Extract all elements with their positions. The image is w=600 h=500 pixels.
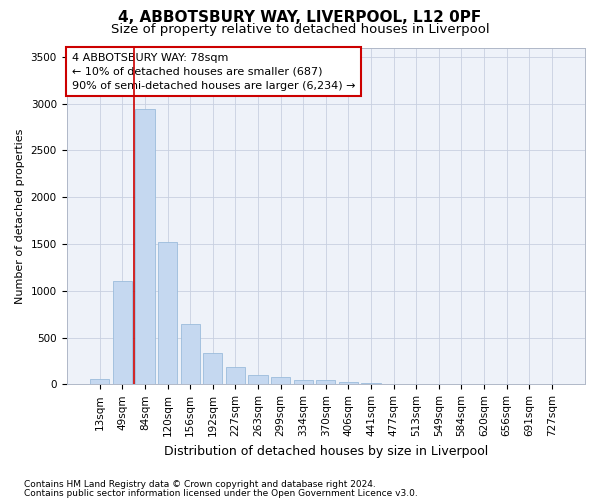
Bar bbox=[271, 378, 290, 384]
X-axis label: Distribution of detached houses by size in Liverpool: Distribution of detached houses by size … bbox=[164, 444, 488, 458]
Bar bbox=[181, 324, 200, 384]
Text: 4 ABBOTSBURY WAY: 78sqm
← 10% of detached houses are smaller (687)
90% of semi-d: 4 ABBOTSBURY WAY: 78sqm ← 10% of detache… bbox=[72, 52, 355, 90]
Bar bbox=[361, 382, 380, 384]
Bar bbox=[136, 110, 155, 384]
Bar bbox=[90, 379, 109, 384]
Bar bbox=[158, 242, 177, 384]
Y-axis label: Number of detached properties: Number of detached properties bbox=[15, 128, 25, 304]
Bar bbox=[339, 382, 358, 384]
Bar bbox=[293, 380, 313, 384]
Text: Contains public sector information licensed under the Open Government Licence v3: Contains public sector information licen… bbox=[24, 488, 418, 498]
Bar bbox=[113, 282, 132, 385]
Text: 4, ABBOTSBURY WAY, LIVERPOOL, L12 0PF: 4, ABBOTSBURY WAY, LIVERPOOL, L12 0PF bbox=[118, 10, 482, 25]
Text: Size of property relative to detached houses in Liverpool: Size of property relative to detached ho… bbox=[110, 22, 490, 36]
Bar bbox=[316, 380, 335, 384]
Text: Contains HM Land Registry data © Crown copyright and database right 2024.: Contains HM Land Registry data © Crown c… bbox=[24, 480, 376, 489]
Bar bbox=[226, 366, 245, 384]
Bar bbox=[248, 375, 268, 384]
Bar bbox=[203, 353, 223, 384]
